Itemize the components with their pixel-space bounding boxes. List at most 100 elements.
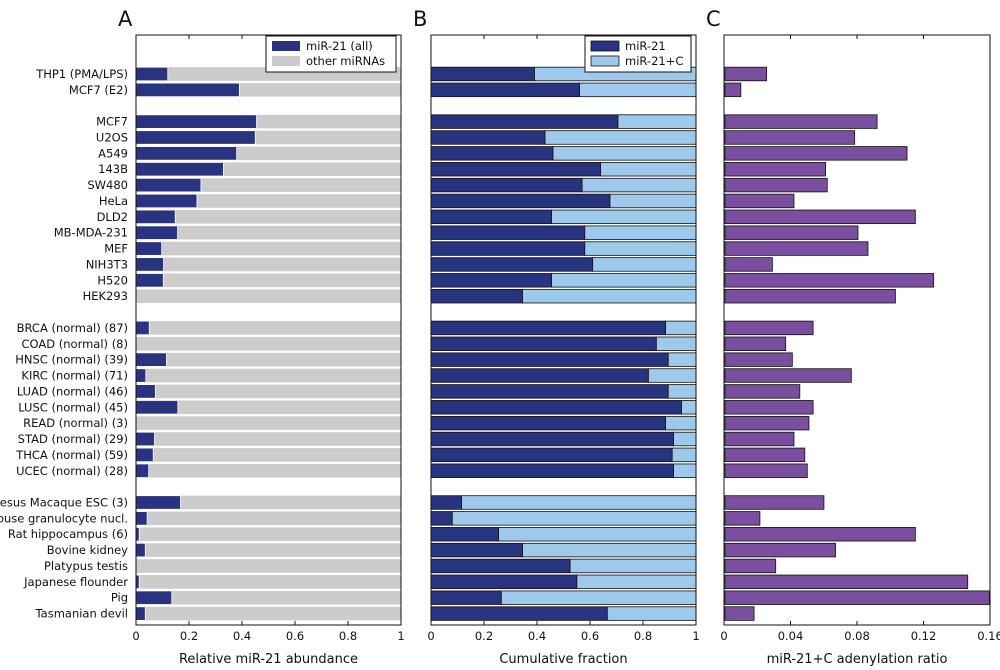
x-axis-label: Cumulative fraction <box>499 652 627 667</box>
bar-mir-21 <box>430 114 619 129</box>
x-tick-label: 0.4 <box>528 629 546 643</box>
category-label: Rat hippocampus (6) <box>8 527 128 541</box>
category-label: NIH3T3 <box>86 257 128 271</box>
bar-mir-21 <box>430 82 580 98</box>
bar-mir-21-c <box>522 542 697 558</box>
bar-mir-21-all- <box>135 257 164 272</box>
bar-other-mirnas <box>177 225 401 240</box>
bar-other-mirnas <box>177 400 401 415</box>
bar-mir-21 <box>430 336 657 351</box>
bar-other-mirnas <box>200 178 401 192</box>
x-axis-label: miR-21+C adenylation ratio <box>767 652 948 667</box>
bar-mir-21-all- <box>135 66 169 82</box>
bar-mir-21-c <box>461 495 697 510</box>
bar-mir-21-c <box>667 384 697 399</box>
bar-other-mirnas <box>171 590 401 605</box>
bar-mir-21-c <box>647 368 697 383</box>
bar-adenylation <box>724 177 828 193</box>
bar-mir-21-c <box>584 241 697 256</box>
bar-mir-21-c <box>551 273 697 288</box>
category-label: Japanese flounder <box>23 575 128 589</box>
bar-adenylation <box>724 273 935 288</box>
bar-mir-21 <box>430 511 453 526</box>
x-tick-label: 0.2 <box>180 629 198 643</box>
bar-mir-21 <box>430 225 586 240</box>
x-tick-label: 0.04 <box>778 629 804 643</box>
legend: miR-21 (all)other miRNAs <box>265 35 397 73</box>
bar-other-mirnas <box>136 336 401 351</box>
bar-adenylation <box>724 495 825 510</box>
x-tick-label: 0.6 <box>581 629 599 643</box>
bar-mir-21-all- <box>135 463 150 478</box>
bar-mir-21-all- <box>135 431 155 447</box>
bar-mir-21-c <box>665 415 697 431</box>
bar-mir-21-all- <box>135 400 179 415</box>
bar-adenylation <box>724 241 869 256</box>
bars <box>724 66 990 621</box>
category-label: H520 <box>97 273 128 287</box>
bar-mir-21 <box>430 368 649 383</box>
legend-swatch <box>272 41 300 51</box>
bar-other-mirnas <box>149 321 401 335</box>
bar-mir-21-all- <box>135 193 198 209</box>
legend-label: other miRNAs <box>306 54 385 68</box>
bar-mir-21 <box>430 590 502 605</box>
category-label: THP1 (PMA/LPS) <box>35 67 128 81</box>
x-tick-label: 0 <box>427 629 434 643</box>
bar-mir-21 <box>430 574 578 590</box>
bar-mir-21-all- <box>135 542 146 558</box>
bar-adenylation <box>724 558 777 574</box>
category-label: Bovine kidney <box>47 543 128 557</box>
bar-adenylation <box>724 130 856 145</box>
bar-other-mirnas <box>145 543 401 557</box>
bar-mir-21-c <box>609 193 697 209</box>
bar-mir-21-c <box>600 162 697 177</box>
bar-adenylation <box>724 257 773 272</box>
bar-adenylation <box>724 162 826 177</box>
bar-mir-21-all- <box>135 130 256 145</box>
panel-a: A 0 0.2 0.4 0.6 0.8 1 Relative miR-21 abundance… <box>118 7 405 667</box>
category-label: THCA (normal) (59) <box>15 448 128 462</box>
axes-frame <box>430 34 697 626</box>
category-label: MCF7 <box>96 115 128 129</box>
category-label: UCEC (normal) (28) <box>16 464 128 478</box>
bar-adenylation <box>724 511 761 526</box>
bar-mir-21-c <box>498 527 697 542</box>
bar-mir-21-all- <box>135 590 173 605</box>
bar-other-mirnas <box>256 114 401 129</box>
bar-other-mirnas <box>239 83 401 97</box>
bar-mir-21-all- <box>135 177 202 193</box>
bar-mir-21-c <box>665 320 697 336</box>
bar-adenylation <box>724 288 896 304</box>
x-tick-label: 0.6 <box>286 629 304 643</box>
bar-other-mirnas <box>154 432 401 446</box>
bar-adenylation <box>724 320 814 336</box>
bar-other-mirnas <box>136 289 401 303</box>
bar-mir-21 <box>430 146 554 161</box>
category-label: Mouse granulocyte nucl. <box>0 511 128 525</box>
bar-mir-21 <box>430 352 669 367</box>
bar-mir-21-c <box>667 352 697 367</box>
bar-adenylation <box>724 431 795 447</box>
bar-mir-21 <box>430 320 666 336</box>
x-tick-label: 0 <box>720 629 727 643</box>
category-label: MB-MDA-231 <box>54 226 128 240</box>
bar-mir-21-c <box>681 400 697 415</box>
bar-mir-21 <box>430 241 586 256</box>
category-label: Tasmanian devil <box>35 607 128 621</box>
bar-other-mirnas <box>145 368 401 383</box>
bars <box>430 66 697 621</box>
bar-adenylation <box>724 590 990 605</box>
x-tick-label: 0.8 <box>634 629 652 643</box>
bar-mir-21-all- <box>135 368 147 383</box>
bar-mir-21-all- <box>135 511 148 526</box>
category-label: BRCA (normal) (87) <box>17 321 128 335</box>
bar-adenylation <box>724 384 801 399</box>
bar-mir-21-c <box>671 447 697 463</box>
x-tick-label: 0.08 <box>844 629 870 643</box>
bar-mir-21-all- <box>135 320 150 336</box>
bar-mir-21 <box>430 384 669 399</box>
category-label: 143B <box>98 162 128 176</box>
bar-mir-21 <box>430 431 674 447</box>
